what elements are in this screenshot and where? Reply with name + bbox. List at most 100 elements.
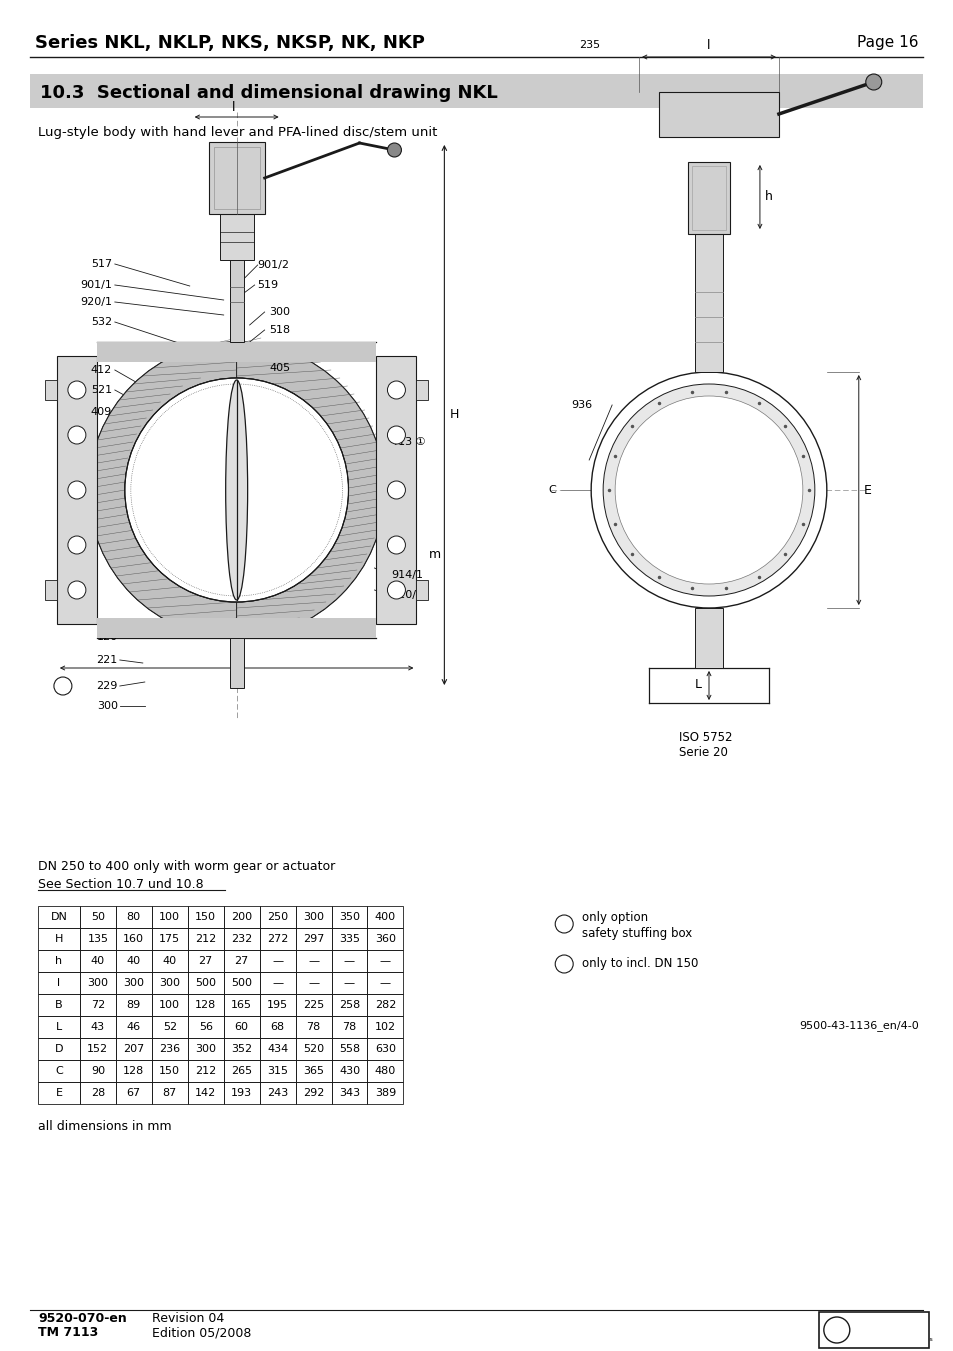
Bar (295, 971, 332, 994)
Text: h: h (55, 957, 62, 966)
Text: 232: 232 (231, 934, 252, 944)
Text: 350: 350 (338, 912, 359, 921)
Text: 920/2: 920/2 (391, 590, 423, 600)
Circle shape (591, 372, 826, 608)
Text: See Section 10.7 und 10.8: See Section 10.7 und 10.8 (38, 878, 203, 892)
Bar (188, 971, 223, 994)
Circle shape (602, 384, 814, 596)
Bar (367, 1061, 403, 1082)
Bar (295, 907, 332, 928)
Text: 235: 235 (578, 41, 599, 50)
Text: 480: 480 (375, 1066, 395, 1075)
Text: all dimensions in mm: all dimensions in mm (38, 1120, 172, 1133)
Bar (332, 1016, 367, 1038)
Bar (332, 1061, 367, 1082)
Bar (332, 907, 367, 928)
Text: 46: 46 (127, 1021, 141, 1032)
Text: D: D (54, 1044, 63, 1054)
Bar (152, 907, 188, 928)
Text: 405: 405 (270, 363, 291, 373)
Bar (80, 1016, 115, 1038)
Bar (230, 638, 243, 688)
Text: 1: 1 (560, 919, 567, 929)
Bar (295, 994, 332, 1016)
Text: 80: 80 (127, 912, 141, 921)
Text: 128: 128 (194, 1000, 216, 1011)
Text: 40: 40 (127, 957, 141, 966)
Bar (367, 950, 403, 971)
Text: 400: 400 (375, 912, 395, 921)
Bar (30, 74, 922, 108)
Text: 282: 282 (375, 1000, 395, 1011)
Circle shape (615, 396, 802, 584)
Bar (115, 994, 152, 1016)
Text: E: E (862, 484, 871, 497)
Text: 250: 250 (267, 912, 288, 921)
Bar (80, 971, 115, 994)
Circle shape (387, 581, 405, 598)
Text: 343: 343 (338, 1088, 359, 1098)
Text: h: h (764, 190, 772, 204)
Text: 265: 265 (231, 1066, 252, 1075)
Text: 297: 297 (302, 934, 324, 944)
Text: 100: 100 (159, 1000, 180, 1011)
Bar (152, 1016, 188, 1038)
Text: 500: 500 (195, 978, 216, 988)
Bar (295, 1082, 332, 1104)
Bar (376, 357, 416, 624)
Bar (332, 1038, 367, 1061)
Text: 300: 300 (159, 978, 180, 988)
Text: 165: 165 (231, 1000, 252, 1011)
Bar (259, 971, 295, 994)
Bar (223, 1038, 259, 1061)
Bar (687, 162, 729, 234)
Text: E: E (55, 1088, 62, 1098)
Text: 150: 150 (195, 912, 216, 921)
Bar (416, 580, 428, 600)
Text: 300: 300 (88, 978, 109, 988)
Text: 40: 40 (163, 957, 176, 966)
Bar (367, 1082, 403, 1104)
Text: 150: 150 (159, 1066, 180, 1075)
Bar (659, 92, 778, 136)
Text: 89: 89 (127, 1000, 141, 1011)
Text: C: C (548, 485, 556, 494)
Wedge shape (236, 342, 384, 638)
Text: 272: 272 (267, 934, 288, 944)
Text: 229: 229 (96, 681, 118, 690)
Bar (295, 1038, 332, 1061)
Bar (223, 1061, 259, 1082)
Bar (57, 357, 97, 624)
Text: 100: 100 (159, 912, 180, 921)
Text: 352: 352 (231, 1044, 252, 1054)
Text: Revision 04: Revision 04 (152, 1312, 224, 1324)
Text: H: H (449, 408, 458, 422)
Text: 78: 78 (306, 1021, 320, 1032)
Text: 120: 120 (96, 632, 118, 642)
Bar (38, 994, 80, 1016)
Text: 27: 27 (198, 957, 213, 966)
Bar (223, 928, 259, 950)
Bar (38, 907, 80, 928)
Text: 43: 43 (91, 1021, 105, 1032)
Text: 517: 517 (91, 259, 112, 269)
Text: 400/1: 400/1 (270, 345, 301, 355)
Bar (691, 166, 725, 230)
Text: 300: 300 (123, 978, 144, 988)
Circle shape (555, 915, 573, 934)
Text: H: H (54, 934, 63, 944)
Text: —: — (344, 957, 355, 966)
Bar (45, 580, 57, 600)
Text: 630: 630 (375, 1044, 395, 1054)
Text: B: B (55, 1000, 63, 1011)
Bar (367, 907, 403, 928)
Text: Process Pumps & Valves: Process Pumps & Valves (856, 1336, 932, 1342)
Circle shape (387, 381, 405, 399)
Text: 87: 87 (162, 1088, 176, 1098)
Text: 221: 221 (96, 655, 118, 665)
Text: 519: 519 (257, 280, 278, 290)
Bar (367, 1038, 403, 1061)
Text: —: — (308, 957, 319, 966)
Bar (38, 1082, 80, 1104)
Bar (188, 1038, 223, 1061)
